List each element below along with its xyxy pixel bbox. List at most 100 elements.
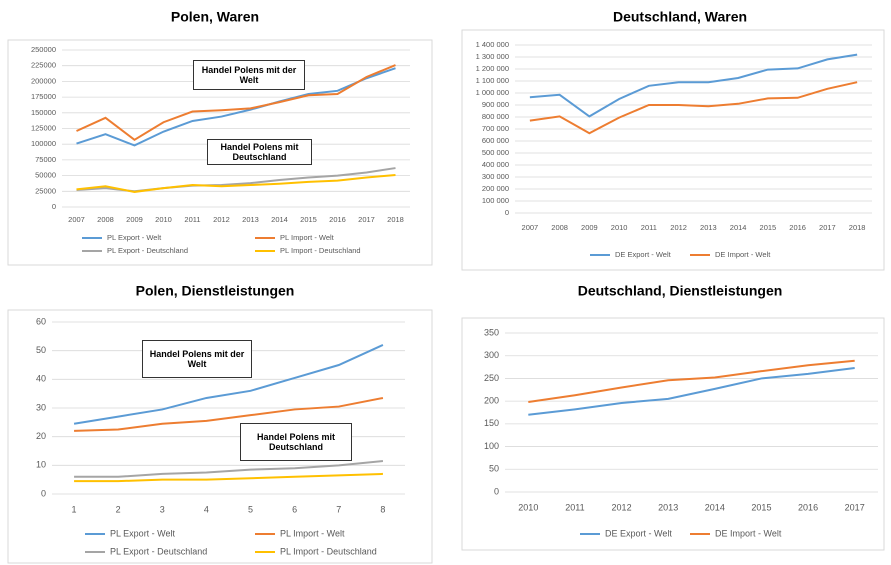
legend-label: DE Import - Welt	[715, 250, 771, 259]
series-line	[76, 64, 396, 142]
x-tick-label: 8	[380, 504, 385, 514]
x-tick-label: 2009	[581, 223, 598, 232]
annotation: Handel Polens mit Deutschland	[240, 423, 352, 461]
y-tick-label: 300	[484, 350, 499, 360]
x-tick-label: 2007	[522, 223, 539, 232]
x-tick-label: 2017	[819, 223, 836, 232]
x-tick-label: 2013	[700, 223, 717, 232]
x-tick-label: 2014	[730, 223, 747, 232]
x-tick-label: 2013	[242, 215, 259, 224]
y-tick-label: 25000	[35, 186, 56, 195]
legend-label: PL Export - Welt	[110, 528, 176, 538]
y-tick-label: 0	[505, 208, 509, 217]
y-tick-label: 40	[36, 374, 46, 384]
y-tick-label: 150000	[31, 108, 56, 117]
x-tick-label: 2008	[551, 223, 568, 232]
legend-label: DE Import - Welt	[715, 528, 782, 538]
x-tick-label: 2012	[670, 223, 687, 232]
y-tick-label: 0	[52, 202, 56, 211]
y-tick-label: 10	[36, 460, 46, 470]
x-tick-label: 2008	[97, 215, 114, 224]
series-line	[73, 344, 384, 425]
legend-label: PL Import - Deutschland	[280, 546, 377, 556]
y-tick-label: 1 300 000	[476, 52, 509, 61]
y-tick-label: 50	[489, 464, 499, 474]
legend-label: PL Import - Deutschland	[280, 246, 361, 255]
y-tick-label: 125000	[31, 123, 56, 132]
y-tick-label: 60	[36, 316, 46, 326]
chart-title: Polen, Waren	[171, 9, 259, 25]
x-tick-label: 3	[160, 504, 165, 514]
x-tick-label: 2011	[641, 223, 657, 232]
y-tick-label: 250	[484, 373, 499, 383]
series-line	[76, 173, 396, 193]
x-tick-label: 2014	[705, 502, 725, 512]
y-tick-label: 300 000	[482, 172, 509, 181]
x-tick-label: 2015	[751, 502, 771, 512]
x-tick-label: 2011	[184, 215, 200, 224]
chart-title: Deutschland, Waren	[613, 9, 747, 25]
y-tick-label: 100 000	[482, 196, 509, 205]
legend-label: PL Export - Welt	[107, 233, 162, 242]
chart-title: Deutschland, Dienstleistungen	[578, 283, 783, 299]
chart-frame	[461, 29, 885, 271]
y-tick-label: 20	[36, 431, 46, 441]
y-tick-label: 1 000 000	[476, 88, 509, 97]
x-tick-label: 2015	[760, 223, 777, 232]
x-tick-label: 2017	[358, 215, 375, 224]
legend-label: PL Export - Deutschland	[110, 546, 207, 556]
legend-label: DE Export - Welt	[605, 528, 672, 538]
x-tick-label: 2018	[387, 215, 404, 224]
y-tick-label: 500 000	[482, 148, 509, 157]
x-tick-label: 2010	[155, 215, 172, 224]
annotation: Handel Polens mit der Welt	[142, 340, 252, 378]
y-tick-label: 75000	[35, 155, 56, 164]
y-tick-label: 175000	[31, 92, 56, 101]
x-tick-label: 2016	[798, 502, 818, 512]
x-tick-label: 2012	[213, 215, 230, 224]
series-line	[529, 53, 858, 118]
x-tick-label: 7	[336, 504, 341, 514]
series-line	[528, 359, 855, 404]
x-tick-label: 2017	[845, 502, 865, 512]
y-tick-label: 30	[36, 402, 46, 412]
y-tick-label: 600 000	[482, 136, 509, 145]
x-tick-label: 5	[248, 504, 253, 514]
x-tick-label: 1	[72, 504, 77, 514]
y-tick-label: 100	[484, 441, 499, 451]
x-tick-label: 2009	[126, 215, 143, 224]
y-tick-label: 150	[484, 418, 499, 428]
series-line	[529, 81, 858, 135]
y-tick-label: 200	[484, 396, 499, 406]
x-tick-label: 2010	[518, 502, 538, 512]
y-tick-label: 50	[36, 345, 46, 355]
y-tick-label: 0	[41, 488, 46, 498]
x-tick-label: 2	[116, 504, 121, 514]
series-line	[76, 67, 396, 147]
y-tick-label: 250000	[31, 45, 56, 54]
x-tick-label: 2011	[565, 502, 584, 512]
chart-title: Polen, Dienstleistungen	[136, 283, 295, 299]
x-tick-label: 2010	[611, 223, 628, 232]
y-tick-label: 200 000	[482, 184, 509, 193]
x-tick-label: 2007	[68, 215, 85, 224]
x-tick-label: 2013	[658, 502, 678, 512]
y-tick-label: 50000	[35, 171, 56, 180]
y-tick-label: 350	[484, 327, 499, 337]
legend-label: PL Import - Welt	[280, 233, 335, 242]
series-line	[74, 472, 383, 483]
y-tick-label: 1 100 000	[476, 76, 509, 85]
y-tick-label: 100000	[31, 139, 56, 148]
x-tick-label: 6	[292, 504, 297, 514]
y-tick-label: 900 000	[482, 100, 509, 109]
y-tick-label: 200000	[31, 76, 56, 85]
series-line	[528, 366, 855, 416]
series-line	[74, 460, 384, 478]
legend-label: PL Export - Deutschland	[107, 246, 188, 255]
y-tick-label: 225000	[31, 61, 56, 70]
series-line	[74, 396, 384, 432]
y-tick-label: 1 200 000	[476, 64, 509, 73]
y-tick-label: 400 000	[482, 160, 509, 169]
